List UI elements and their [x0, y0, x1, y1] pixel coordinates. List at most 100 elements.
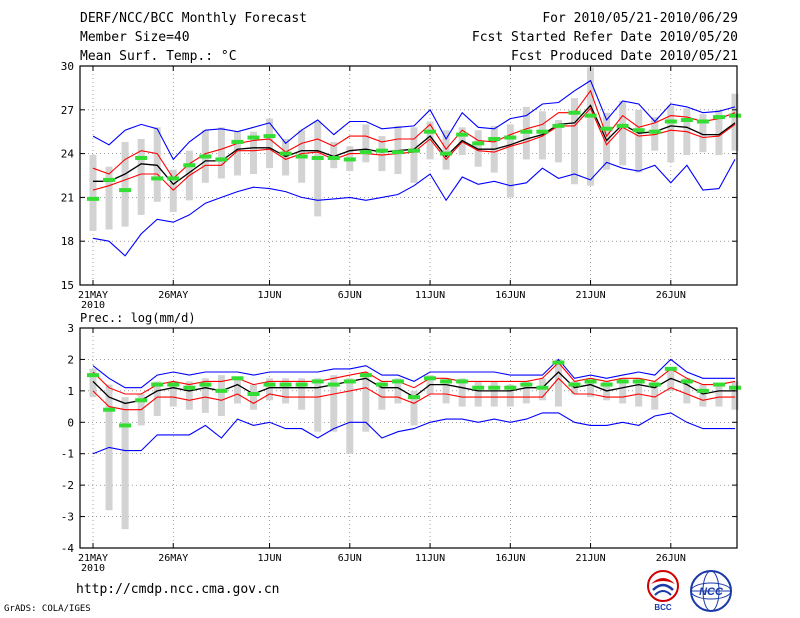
ensemble-bar — [651, 117, 659, 151]
ensemble-bar — [667, 105, 675, 163]
ensemble-bar — [506, 384, 514, 407]
chart-title: DERF/NCC/BCC Monthly Forecast — [80, 11, 307, 26]
ensemble-marker — [391, 150, 404, 155]
ensemble-marker — [279, 382, 292, 387]
ensemble-bar — [153, 127, 161, 202]
ensemble-bar — [490, 381, 498, 407]
ensemble-marker — [103, 407, 116, 412]
ensemble-bar — [635, 109, 643, 173]
x-tick-label: 21JUN — [575, 553, 605, 564]
x-tick-year-label: 2010 — [81, 563, 105, 574]
bcc-logo-text: BCC — [654, 603, 672, 612]
ensemble-marker — [295, 382, 308, 387]
ensemble-marker — [632, 379, 645, 384]
ensemble-marker — [680, 379, 693, 384]
ensemble-marker — [359, 150, 372, 155]
ensemble-marker — [520, 129, 533, 134]
y-tick-label: 1 — [67, 385, 74, 398]
ensemble-bar — [651, 381, 659, 410]
ncc-logo: NCC — [690, 570, 732, 612]
ensemble-marker — [552, 360, 565, 365]
member-size: Member Size=40 — [80, 30, 190, 45]
upper-line — [92, 361, 736, 395]
x-tick-label: 6JUN — [338, 553, 362, 564]
ensemble-bar — [378, 136, 386, 172]
ensemble-marker — [616, 379, 629, 384]
ensemble-bar — [362, 124, 370, 163]
x-tick-label: 21MAY — [78, 553, 108, 564]
ensemble-marker — [119, 423, 132, 428]
ensemble-bar — [362, 372, 370, 432]
ensemble-bar — [201, 378, 209, 413]
y-tick-label: 18 — [61, 235, 74, 248]
ensemble-bar — [266, 378, 274, 401]
y-tick-label: 15 — [61, 279, 74, 292]
ensemble-marker — [488, 385, 501, 390]
ensemble-bar — [587, 381, 595, 398]
ensemble-bar — [250, 384, 257, 410]
y-tick-label: 2 — [67, 353, 74, 366]
ensemble-marker — [408, 395, 420, 400]
ensemble-marker — [327, 155, 340, 160]
ncc-logo-text: NCC — [699, 586, 724, 598]
ensemble-marker — [424, 376, 437, 381]
y-tick-label: 21 — [61, 191, 74, 204]
ensemble-bar — [554, 120, 562, 163]
ensemble-marker — [456, 379, 469, 384]
x-tick-label: 26MAY — [158, 290, 188, 301]
ensemble-marker — [488, 137, 501, 141]
max-line — [92, 358, 735, 389]
ensemble-bar — [378, 381, 386, 410]
ensemble-bar — [121, 397, 129, 530]
ensemble-marker — [664, 119, 677, 124]
ensemble-bar — [522, 381, 530, 404]
ensemble-marker — [231, 139, 244, 144]
ensemble-bar — [266, 118, 274, 169]
ensemble-marker — [568, 110, 581, 115]
y-tick-label: -4 — [61, 542, 75, 555]
plot-frame — [79, 65, 738, 286]
ensemble-bar — [554, 359, 562, 407]
ensemble-marker — [440, 379, 453, 384]
ensemble-bar — [137, 139, 145, 215]
ensemble-marker — [504, 135, 517, 140]
ensemble-marker — [263, 134, 276, 139]
ensemble-marker — [311, 379, 324, 384]
ensemble-marker — [536, 385, 549, 390]
ensemble-marker — [151, 176, 164, 181]
ensemble-bar — [731, 93, 739, 151]
ensemble-marker — [375, 148, 388, 153]
ensemble-marker — [343, 379, 356, 384]
ensemble-bar — [89, 155, 97, 231]
y-tick-label: -3 — [61, 511, 74, 524]
ensemble-marker — [87, 196, 99, 201]
ensemble-marker — [167, 382, 180, 387]
forecast-range: For 2010/05/21-2010/06/29 — [542, 11, 738, 26]
ensemble-bar — [394, 125, 402, 175]
ensemble-bar — [89, 368, 97, 398]
plot-frame — [79, 327, 738, 549]
ensemble-bar — [506, 124, 514, 198]
y-tick-label: 0 — [67, 416, 74, 429]
fcst-started-date: Fcst Started Refer Date 2010/05/20 — [471, 30, 738, 45]
ensemble-marker — [696, 388, 709, 393]
ensemble-marker — [504, 385, 517, 390]
ensemble-bar — [233, 378, 241, 404]
ensemble-marker — [520, 382, 533, 387]
x-tick-label: 16JUN — [495, 553, 525, 564]
ensemble-marker — [375, 382, 388, 387]
ensemble-marker — [696, 119, 709, 124]
ensemble-bar — [571, 98, 578, 185]
ensemble-marker — [648, 382, 661, 387]
ensemble-bar — [330, 141, 338, 169]
ensemble-marker — [680, 118, 693, 123]
max-line — [92, 79, 736, 161]
ensemble-marker — [215, 157, 228, 162]
ensemble-marker — [343, 157, 356, 162]
ensemble-marker — [729, 385, 741, 390]
x-tick-label: 11JUN — [415, 290, 445, 301]
ensemble-marker — [263, 382, 276, 387]
y-tick-label: 30 — [61, 60, 74, 73]
x-tick-label: 26JUN — [656, 290, 686, 301]
footer-url[interactable]: http://cmdp.ncc.cma.gov.cn — [76, 582, 280, 597]
